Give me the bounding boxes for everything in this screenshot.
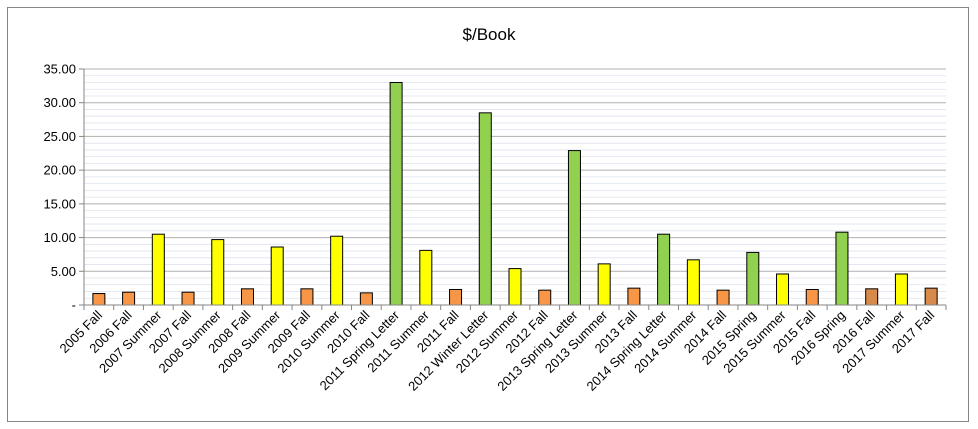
- bar: [865, 288, 879, 306]
- bar: [240, 288, 254, 306]
- bar: [419, 249, 433, 306]
- bar: [211, 239, 225, 306]
- bar: [924, 287, 938, 306]
- bar: [478, 112, 492, 306]
- y-tick-labels: - 5.00 10.00 15.00 20.00 25.00 30.00 35.00: [43, 62, 76, 313]
- bar: [92, 293, 106, 306]
- bar: [122, 291, 136, 306]
- bar: [716, 289, 730, 306]
- bar: [835, 231, 849, 306]
- bar: [151, 233, 165, 306]
- gridlines: [84, 68, 946, 299]
- y-tick-label: 25.00: [43, 129, 76, 144]
- bar: [359, 292, 373, 306]
- bar: [657, 233, 671, 306]
- bar: [627, 287, 641, 306]
- bar: [686, 259, 700, 306]
- axes: [79, 68, 947, 310]
- bar: [330, 235, 344, 306]
- chart-title: $/Book: [463, 25, 516, 44]
- bar: [567, 150, 581, 306]
- y-tick-label: 30.00: [43, 95, 76, 110]
- bar: [300, 288, 314, 306]
- bar: [389, 81, 403, 306]
- bar: [776, 273, 790, 306]
- bar: [449, 288, 463, 306]
- bar: [894, 273, 908, 306]
- bar: [181, 291, 195, 306]
- bar: [508, 268, 522, 306]
- bar: [805, 288, 819, 306]
- y-tick-label: 5.00: [51, 264, 76, 279]
- y-tick-label: 15.00: [43, 196, 76, 211]
- y-tick-label: 20.00: [43, 163, 76, 178]
- bar: [746, 251, 760, 306]
- bar: [597, 263, 611, 306]
- bar: [538, 289, 552, 306]
- bars: [92, 81, 938, 306]
- y-tick-label: 10.00: [43, 230, 76, 245]
- y-tick-label: -: [72, 298, 76, 313]
- y-tick-label: 35.00: [43, 62, 76, 77]
- bar: [270, 246, 284, 306]
